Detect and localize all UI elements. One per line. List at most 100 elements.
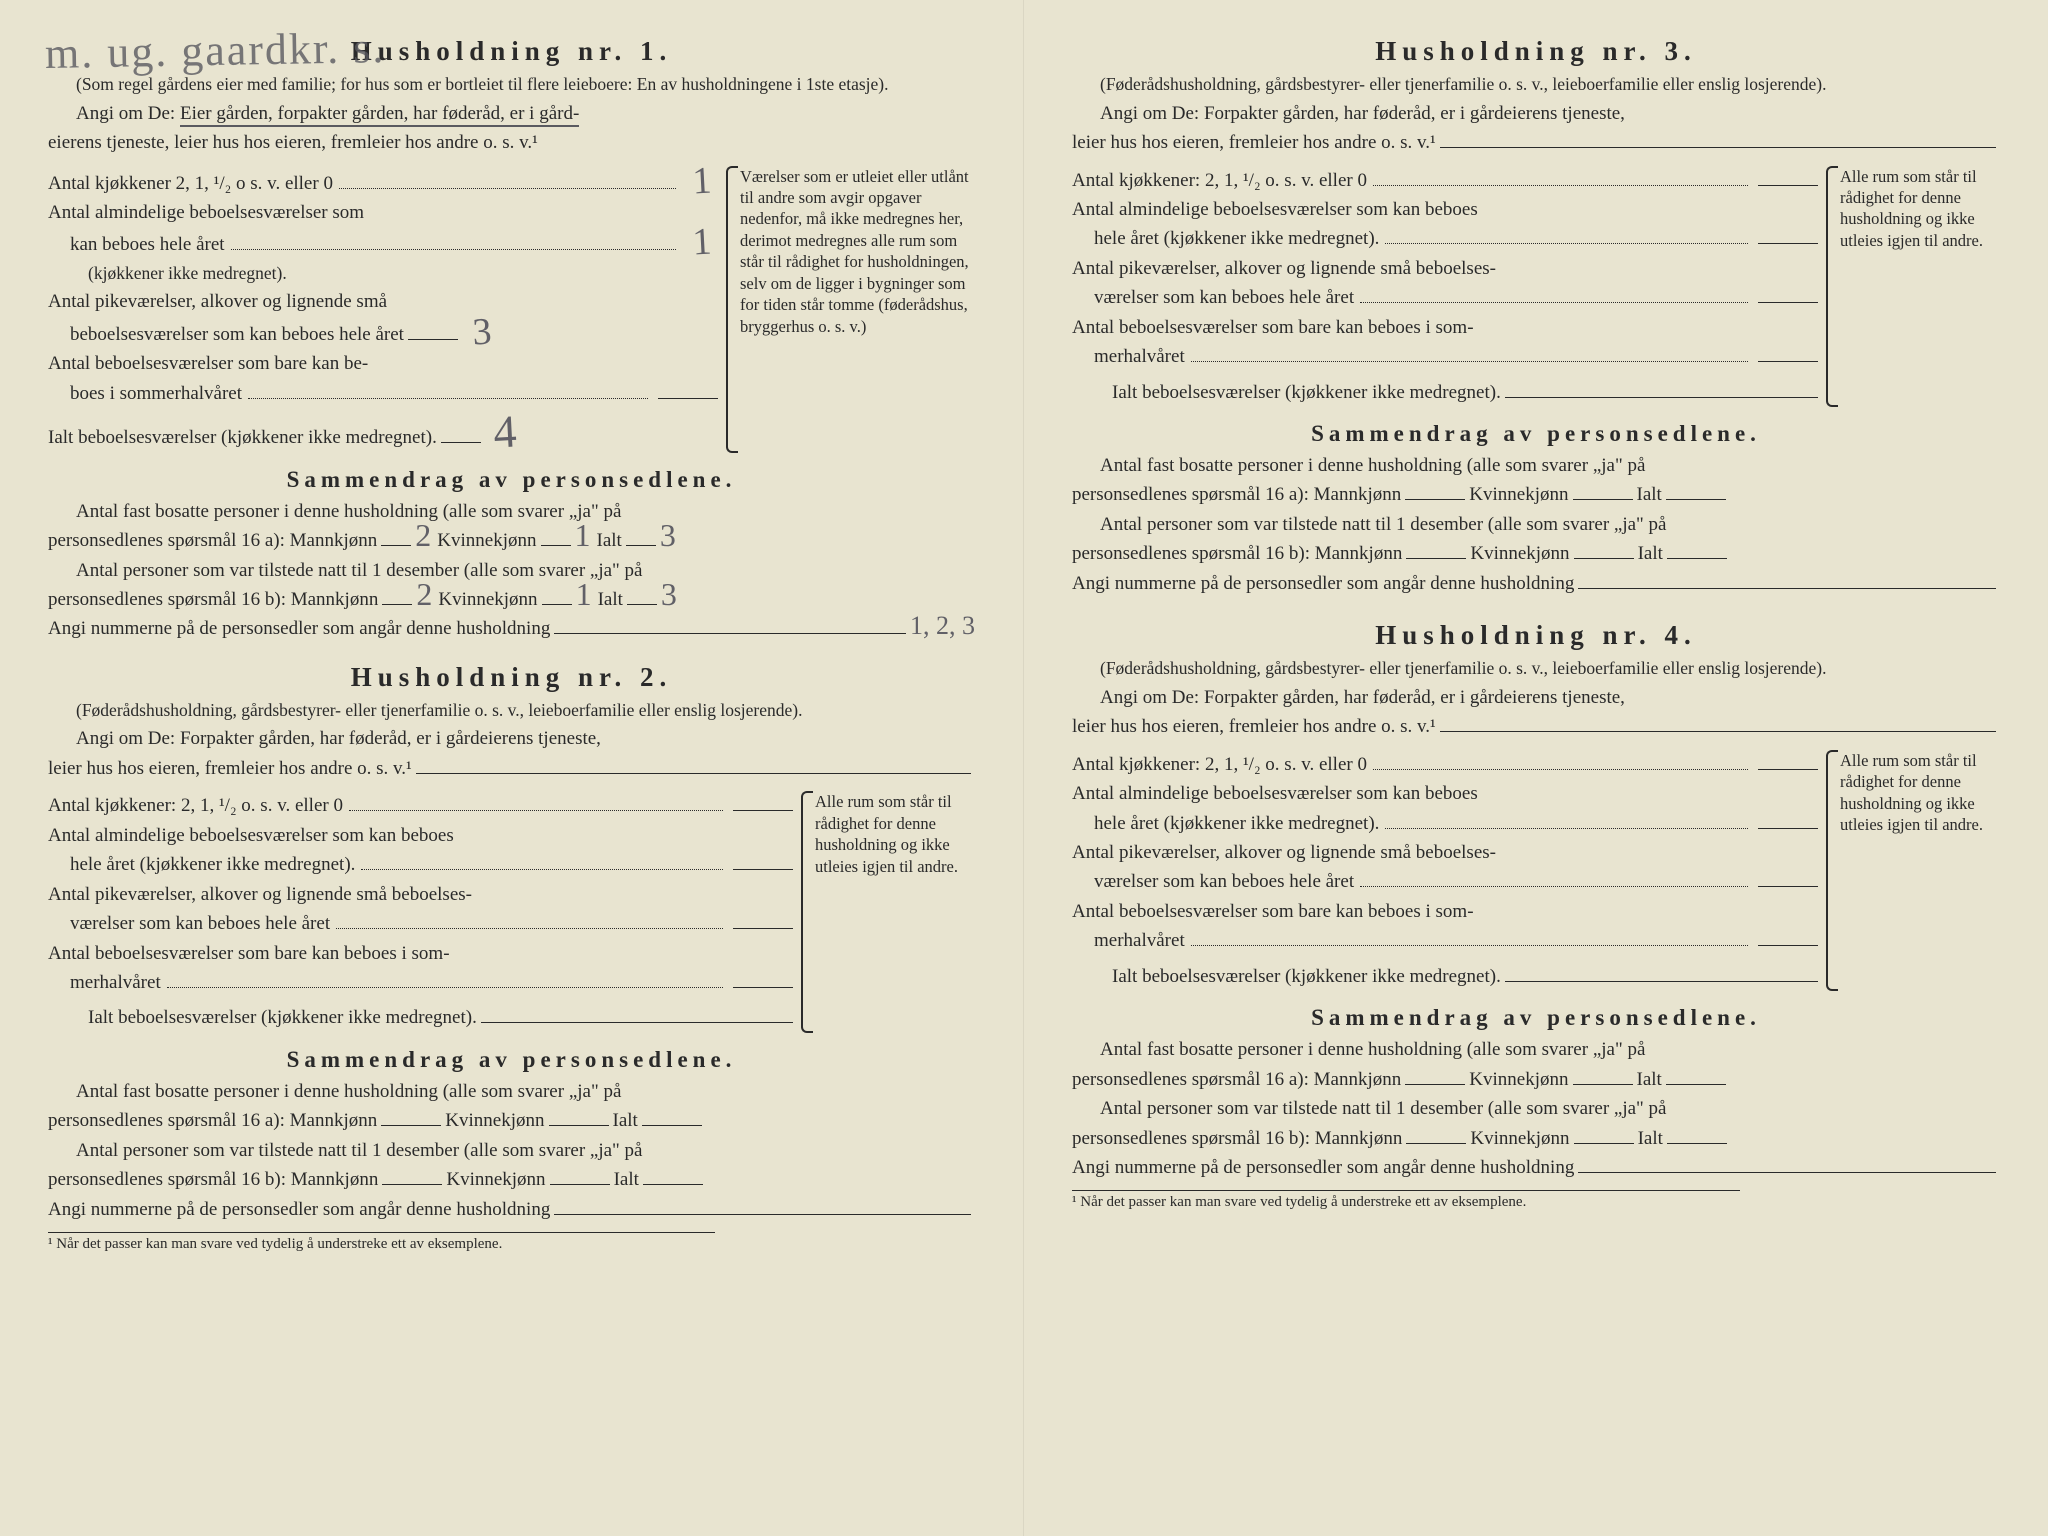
- q-sommer-1: Antal beboelsesværelser som bare kan be-: [48, 349, 722, 378]
- h4-note: (Føderådshusholdning, gårdsbestyrer- ell…: [1072, 657, 2000, 681]
- h4-title: Husholdning nr. 4.: [1072, 620, 2000, 651]
- v-ialt: 4: [484, 417, 525, 447]
- h2-s-line1b-row: personsedlenes spørsmål 16 a): Mannkjønn…: [48, 1106, 975, 1135]
- h2-angi2-row: leier hus hos eieren, fremleier hos andr…: [48, 754, 975, 783]
- h3-q-sommer2: merhalvåret: [1094, 342, 1185, 371]
- h3-q-ialt: Ialt beboelsesværelser (kjøkkener ikke m…: [1112, 378, 1501, 407]
- h3-s-line1b: personsedlenes spørsmål 16 a): Mannkjønn: [1072, 480, 1401, 509]
- h2-left-col: Antal kjøkkener: 2, 1, ¹/₂ o. s. v. elle…: [48, 791, 797, 1033]
- s1-line2b-row: personsedlenes spørsmål 16 b): Mannkjønn…: [48, 585, 975, 614]
- h2-ialt-lbl2: Ialt: [614, 1165, 639, 1194]
- s1-line2a: Antal personer som var tilstede natt til…: [48, 556, 975, 585]
- h3-ialt-lbl: Ialt: [1637, 480, 1662, 509]
- q-kjokken: Antal kjøkkener 2, 1, ¹/₂ o s. v. eller …: [48, 169, 333, 198]
- v-alm: 1: [681, 230, 722, 255]
- footnote-left: ¹ Når det passer kan man svare ved tydel…: [48, 1232, 715, 1253]
- h3-right-note: Alle rum som står til rådighet for denne…: [1840, 166, 2000, 408]
- q-alm-3: (kjøkkener ikke medregnet).: [48, 262, 722, 286]
- h4-s-nummer-row: Angi nummerne på de personsedler som ang…: [1072, 1153, 2000, 1182]
- h3-angi: Angi om De: Forpakter gården, har føderå…: [1072, 99, 2000, 128]
- h4-s-line2a: Antal personer som var tilstede natt til…: [1072, 1094, 2000, 1123]
- left-page: m. ug. gaardkr. s. Husholdning nr. 1. (S…: [0, 0, 1024, 1536]
- h3-s-line2b: personsedlenes spørsmål 16 b): Mannkjønn: [1072, 539, 1402, 568]
- h3-kvinne-lbl: Kvinnekjønn: [1469, 480, 1568, 509]
- h4-q-pike1: Antal pikeværelser, alkover og lignende …: [1072, 838, 1822, 867]
- h4-q-ialt: Ialt beboelsesværelser (kjøkkener ikke m…: [1112, 962, 1501, 991]
- h2-kvinne-lbl2: Kvinnekjønn: [446, 1165, 545, 1194]
- h4-q-alm2: hele året (kjøkkener ikke medregnet).: [1094, 809, 1379, 838]
- h3-sammen-title: Sammendrag av personsedlene.: [1072, 421, 2000, 447]
- h2-q-ialt: Ialt beboelsesværelser (kjøkkener ikke m…: [88, 1003, 477, 1032]
- q-alm-2: kan beboes hele året: [70, 230, 225, 259]
- s1-line1b: personsedlenes spørsmål 16 a): Mannkjønn: [48, 526, 377, 555]
- h4-ialt-lbl: Ialt: [1637, 1065, 1662, 1094]
- h2-ialt-lbl: Ialt: [613, 1106, 638, 1135]
- h2-s-nummer-row: Angi nummerne på de personsedler som ang…: [48, 1195, 975, 1224]
- h4-angi2-row: leier hus hos eieren, fremleier hos andr…: [1072, 712, 2000, 741]
- h2-right-note: Alle rum som står til rådighet for denne…: [815, 791, 975, 1033]
- h3-q-alm2: hele året (kjøkkener ikke medregnet).: [1094, 224, 1379, 253]
- h4-left-col: Antal kjøkkener: 2, 1, ¹/₂ o. s. v. elle…: [1072, 750, 1822, 992]
- h2-s-line1b: personsedlenes spørsmål 16 a): Mannkjønn: [48, 1106, 377, 1135]
- h4-sammen-title: Sammendrag av personsedlene.: [1072, 1005, 2000, 1031]
- h4-s-nummer: Angi nummerne på de personsedler som ang…: [1072, 1153, 1574, 1182]
- h3-q-pike1: Antal pikeværelser, alkover og lignende …: [1072, 254, 1822, 283]
- s1-line1a: Antal fast bosatte personer i denne hush…: [48, 497, 975, 526]
- h2-q-pike1: Antal pikeværelser, alkover og lignende …: [48, 880, 797, 909]
- h2-note: (Føderådshusholdning, gårdsbestyrer- ell…: [48, 699, 975, 723]
- h4-ialt-lbl2: Ialt: [1638, 1124, 1663, 1153]
- h1-right-note: Værelser som er utleiet eller utlånt til…: [740, 166, 975, 453]
- h4-right-note: Alle rum som står til rådighet for denne…: [1840, 750, 2000, 992]
- angi-lead: Angi om De:: [76, 103, 180, 124]
- h4-s-line1b: personsedlenes spørsmål 16 a): Mannkjønn: [1072, 1065, 1401, 1094]
- q-pike-2: beboelsesværelser som kan beboes hele år…: [70, 320, 404, 349]
- h1-angi: Angi om De: Eier gården, forpakter gårde…: [48, 99, 975, 128]
- h3-angi2: leier hus hos eieren, fremleier hos andr…: [1072, 128, 1436, 157]
- s-nummer-v: 1, 2, 3: [910, 618, 975, 634]
- h4-q-alm1: Antal almindelige beboelsesværelser som …: [1072, 779, 1822, 808]
- h3-q-sommer1: Antal beboelsesværelser som bare kan beb…: [1072, 313, 1822, 342]
- kvinne-lbl: Kvinnekjønn: [437, 526, 536, 555]
- h2-q-sommer1: Antal beboelsesværelser som bare kan beb…: [48, 939, 797, 968]
- angi-cont-text: eierens tjeneste, leier hus hos eieren, …: [48, 132, 538, 153]
- h2-angi: Angi om De: Forpakter gården, har føderå…: [48, 724, 975, 753]
- h2-kvinne-lbl: Kvinnekjønn: [445, 1106, 544, 1135]
- h2-q-sommer2: merhalvåret: [70, 968, 161, 997]
- q-pike-1: Antal pikeværelser, alkover og lignende …: [48, 287, 722, 316]
- footnote-right: ¹ Når det passer kan man svare ved tydel…: [1072, 1190, 1740, 1211]
- kvinne-lbl2: Kvinnekjønn: [438, 585, 537, 614]
- h1-left-col: Antal kjøkkener 2, 1, ¹/₂ o s. v. eller …: [48, 166, 722, 453]
- h4-angi2: leier hus hos eieren, fremleier hos andr…: [1072, 712, 1436, 741]
- h2-s-nummer: Angi nummerne på de personsedler som ang…: [48, 1195, 550, 1224]
- h4-s-line1b-row: personsedlenes spørsmål 16 a): Mannkjønn…: [1072, 1065, 2000, 1094]
- h3-s-line2b-row: personsedlenes spørsmål 16 b): Mannkjønn…: [1072, 539, 2000, 568]
- h3-left-col: Antal kjøkkener: 2, 1, ¹/₂ o. s. v. elle…: [1072, 166, 1822, 408]
- right-page: Husholdning nr. 3. (Føderådshusholdning,…: [1024, 0, 2048, 1536]
- s2-ialt: 3: [661, 585, 677, 604]
- h4-s-line2b: personsedlenes spørsmål 16 b): Mannkjønn: [1072, 1124, 1402, 1153]
- s2-mann: 2: [416, 585, 432, 604]
- q-ialt: Ialt beboelsesværelser (kjøkkener ikke m…: [48, 423, 437, 452]
- h3-kvinne-lbl2: Kvinnekjønn: [1470, 539, 1569, 568]
- h3-ialt-lbl2: Ialt: [1638, 539, 1663, 568]
- h3-s-line1a: Antal fast bosatte personer i denne hush…: [1072, 451, 2000, 480]
- h2-title: Husholdning nr. 2.: [48, 662, 975, 693]
- ialt-lbl2: Ialt: [598, 585, 623, 614]
- h2-q-alm2: hele året (kjøkkener ikke medregnet).: [70, 850, 355, 879]
- h3-title: Husholdning nr. 3.: [1072, 36, 2000, 67]
- h2-q-pike2: værelser som kan beboes hele året: [70, 909, 330, 938]
- s1-mann: 2: [415, 526, 431, 545]
- h2-q-kjokken: Antal kjøkkener: 2, 1, ¹/₂ o. s. v. elle…: [48, 791, 343, 820]
- h4-q-sommer2: merhalvåret: [1094, 926, 1185, 955]
- h4-s-line1a: Antal fast bosatte personer i denne hush…: [1072, 1035, 2000, 1064]
- v-pike: 3: [461, 320, 502, 345]
- h2-s-line2a: Antal personer som var tilstede natt til…: [48, 1136, 975, 1165]
- h2-s-line2b-row: personsedlenes spørsmål 16 b): Mannkjønn…: [48, 1165, 975, 1194]
- h3-s-line1b-row: personsedlenes spørsmål 16 a): Mannkjønn…: [1072, 480, 2000, 509]
- h2-sammen-title: Sammendrag av personsedlene.: [48, 1047, 975, 1073]
- s1-nummer-row: Angi nummerne på de personsedler som ang…: [48, 614, 975, 643]
- h1-sammen-title: Sammendrag av personsedlene.: [48, 467, 975, 493]
- h3-q-kjokken: Antal kjøkkener: 2, 1, ¹/₂ o. s. v. elle…: [1072, 166, 1367, 195]
- s2-kvinne: 1: [576, 585, 592, 604]
- h1-note: (Som regel gårdens eier med familie; for…: [48, 73, 975, 97]
